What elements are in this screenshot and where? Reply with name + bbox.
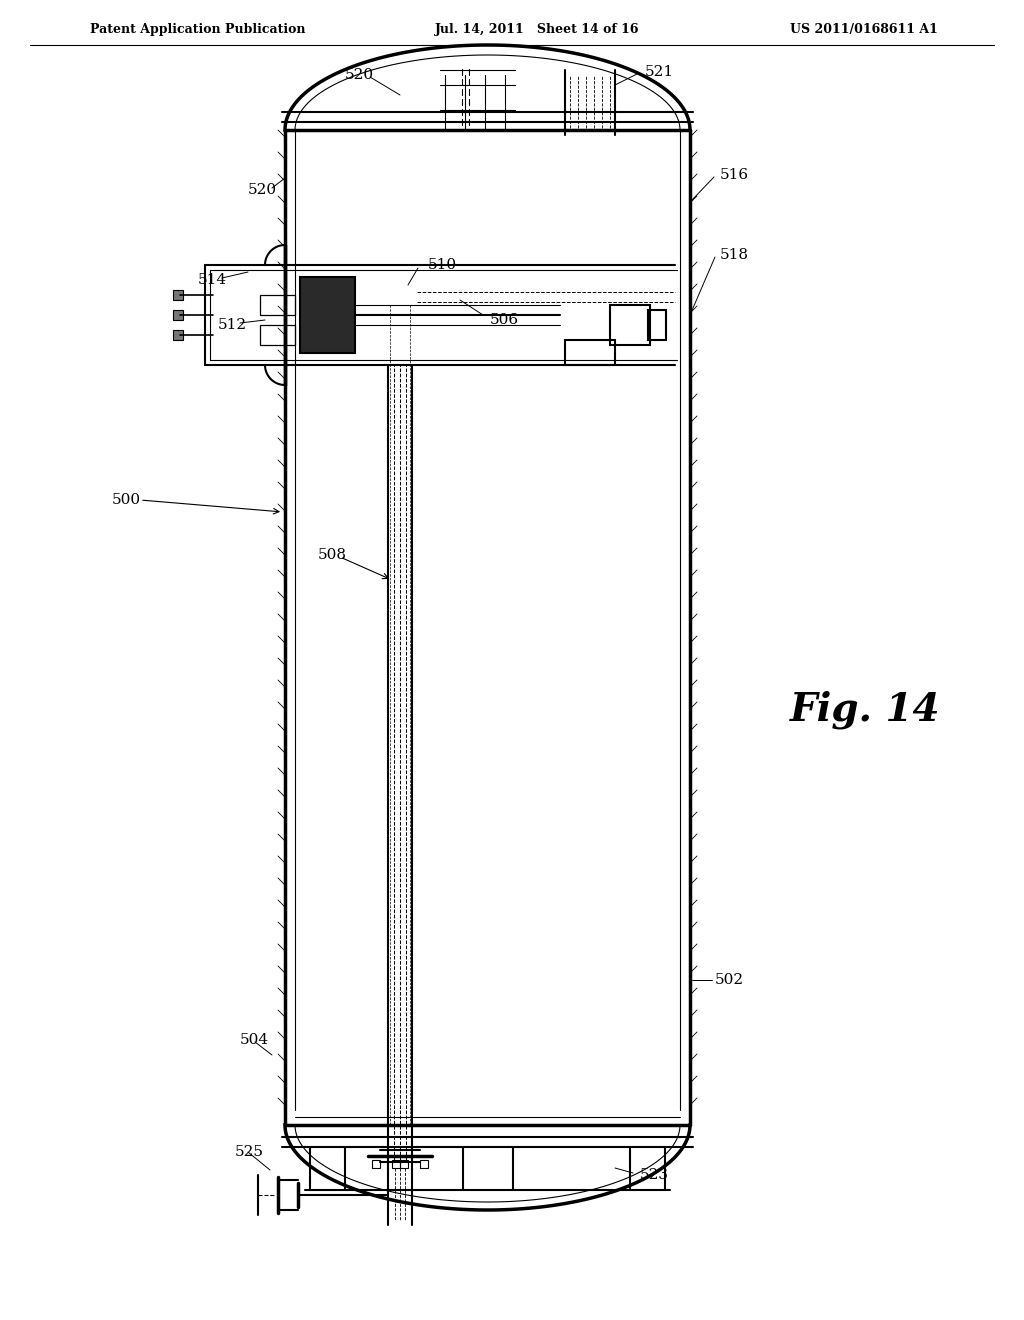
Text: 523: 523 [640, 1168, 669, 1181]
Bar [173, 330, 183, 341]
Bar [648, 310, 666, 341]
Text: Patent Application Publication: Patent Application Publication [90, 24, 305, 37]
Text: 518: 518 [720, 248, 749, 261]
Text: 500: 500 [112, 492, 141, 507]
Text: 502: 502 [715, 973, 744, 987]
Bar [420, 1160, 428, 1168]
Text: Jul. 14, 2011   Sheet 14 of 16: Jul. 14, 2011 Sheet 14 of 16 [435, 24, 640, 37]
Bar [400, 1160, 408, 1168]
Text: 516: 516 [720, 168, 750, 182]
Text: 514: 514 [198, 273, 227, 286]
Text: 504: 504 [240, 1034, 269, 1047]
Bar [173, 290, 183, 300]
Text: 506: 506 [490, 313, 519, 327]
Bar [300, 277, 355, 352]
Text: 521: 521 [645, 65, 674, 79]
Bar [260, 294, 295, 315]
Text: 512: 512 [218, 318, 247, 333]
Text: US 2011/0168611 A1: US 2011/0168611 A1 [790, 24, 938, 37]
Text: 508: 508 [318, 548, 347, 562]
Bar [372, 1160, 380, 1168]
Bar [173, 310, 183, 319]
Text: 510: 510 [428, 257, 457, 272]
Text: 520: 520 [248, 183, 278, 197]
Bar [260, 325, 295, 345]
Bar [610, 305, 650, 345]
Text: 520: 520 [345, 69, 374, 82]
Text: 525: 525 [234, 1144, 264, 1159]
Bar [392, 1160, 400, 1168]
Text: Fig. 14: Fig. 14 [790, 690, 940, 729]
